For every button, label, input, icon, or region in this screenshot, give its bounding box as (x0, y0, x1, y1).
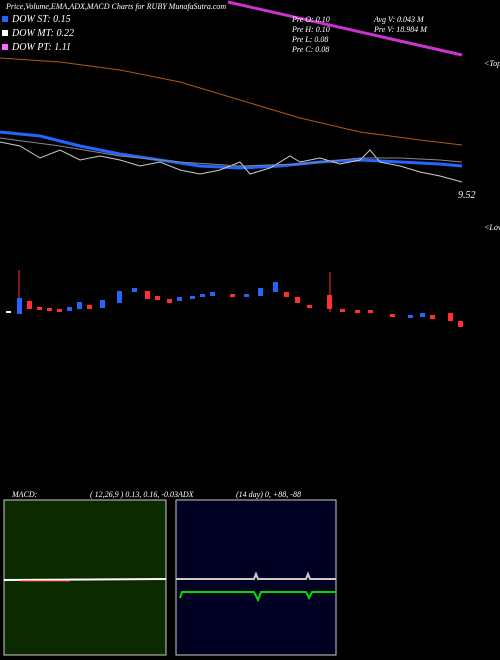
stat: Pre H: 0.10 (291, 25, 330, 34)
price-line (0, 141, 463, 183)
candle (155, 296, 160, 300)
tops-label: <Tops (484, 59, 500, 68)
candle (77, 302, 82, 309)
stat: Pre L: 0.08 (291, 35, 328, 44)
candle (340, 309, 345, 312)
candle (273, 282, 278, 292)
candle (430, 315, 435, 319)
candle (448, 313, 453, 321)
candle (258, 288, 263, 296)
candle (17, 298, 22, 314)
candle (244, 294, 249, 297)
legend-entry: DOW ST: 0.15 (11, 14, 71, 25)
candle (210, 292, 215, 296)
candle (295, 297, 300, 303)
adx-label: ADX (177, 490, 195, 499)
candle (47, 308, 52, 311)
legend-swatch (2, 44, 8, 50)
macd-label: MACD: (11, 490, 38, 499)
macd-panel (3, 499, 167, 656)
trend-line (227, 0, 463, 57)
ema-long (0, 57, 463, 146)
legend-entry: DOW PT: 1.11 (11, 42, 71, 53)
candle (200, 294, 205, 297)
candle (27, 301, 32, 309)
di-line (179, 591, 336, 603)
candle (390, 314, 395, 317)
stat: Pre O: 0.10 (291, 15, 330, 24)
candle (190, 296, 195, 299)
price-label: 9.52 (458, 190, 476, 201)
candle (132, 288, 137, 292)
candle (6, 311, 11, 313)
stat: Pre V: 18.984 M (373, 25, 428, 34)
candle (458, 321, 463, 327)
adx-panel (175, 499, 337, 656)
candle (87, 305, 92, 309)
legend-swatch (2, 30, 8, 36)
macd-line (3, 578, 167, 581)
candle (67, 307, 72, 311)
candle (408, 315, 413, 318)
candle (100, 300, 105, 308)
title: Price,Volume,EMA,ADX,MACD Charts for RUB… (5, 2, 226, 11)
candle (284, 292, 289, 297)
candle (327, 295, 332, 309)
adx-params: (14 day) 0, +88, -88 (236, 490, 301, 499)
candle (177, 297, 182, 301)
candle (230, 294, 235, 297)
ema-mid (0, 137, 463, 167)
adx-line (176, 571, 336, 580)
candle (117, 291, 122, 303)
candle (307, 305, 312, 308)
legend-swatch (2, 16, 8, 22)
candle (145, 291, 150, 299)
ema-short (0, 130, 463, 170)
lows-label: <Lows (484, 223, 500, 232)
candle (368, 310, 373, 313)
macd-params: ( 12,26,9 ) 0.13, 0.16, -0.03 (90, 490, 178, 499)
candle (57, 309, 62, 312)
candle (355, 310, 360, 313)
candle (37, 307, 42, 310)
stats: Pre O: 0.10 Avg V: 0.043 M Pre H: 0.10 P… (291, 15, 428, 54)
legend: DOW ST: 0.15 DOW MT: 0.22 DOW PT: 1.11 (2, 14, 74, 53)
stat: Pre C: 0.08 (291, 45, 329, 54)
candle (167, 299, 172, 303)
legend-entry: DOW MT: 0.22 (11, 28, 74, 39)
candles (6, 270, 463, 327)
stat: Avg V: 0.043 M (373, 15, 425, 24)
candle (420, 313, 425, 317)
